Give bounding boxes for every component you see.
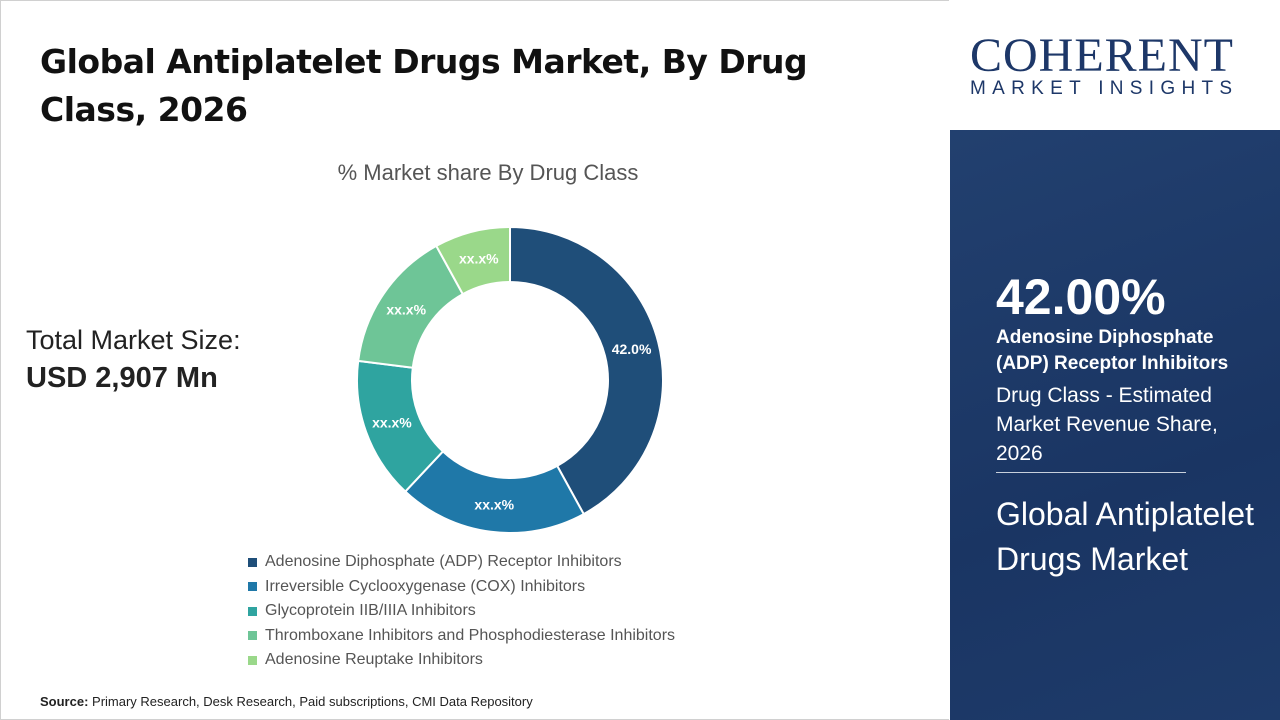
divider [996,472,1186,473]
data-label: xx.x% [474,497,514,513]
chart-title: % Market share By Drug Class [337,160,639,185]
legend-swatch [248,557,257,567]
legend-label: Adenosine Reuptake Inhibitors [265,651,483,669]
company-logo: COHERENT MARKET INSIGHTS [950,0,1280,130]
page-title: Global Antiplatelet Drugs Market, By Dru… [40,42,808,129]
source-label: Source: [40,694,89,709]
legend-label: Irreversible Cyclooxygenase (COX) Inhibi… [265,577,586,595]
legend-item: Adenosine Reuptake Inhibitors [248,648,675,673]
market-name: Global Antiplatelet Drugs Market [996,496,1254,577]
source-note: Source: Primary Research, Desk Research,… [40,694,533,709]
legend-item: Thromboxane Inhibitors and Phosphodieste… [248,624,675,649]
data-label: xx.x% [372,415,412,431]
source-text: Primary Research, Desk Research, Paid su… [88,694,533,709]
legend-label: Thromboxane Inhibitors and Phosphodieste… [265,626,676,644]
legend-item: Irreversible Cyclooxygenase (COX) Inhibi… [248,575,675,600]
data-label: xx.x% [386,301,426,317]
legend-swatch [248,606,257,616]
legend-swatch [248,582,257,592]
legend-label: Adenosine Diphosphate (ADP) Receptor Inh… [265,553,622,571]
legend-swatch [248,655,257,665]
legend: Adenosine Diphosphate (ADP) Receptor Inh… [248,550,675,673]
logo-wordmark: COHERENT [970,29,1234,82]
total-market-value: USD 2,907 Mn [26,362,218,394]
highlight-value: 42.00% [996,269,1166,325]
legend-item: Adenosine Diphosphate (ADP) Receptor Inh… [248,550,675,575]
data-label: 42.0% [612,341,652,357]
highlight-description: Drug Class - Estimated Market Revenue Sh… [996,384,1218,465]
legend-swatch [248,631,257,641]
highlight-panel: 42.00% Adenosine Diphosphate (ADP) Recep… [950,130,1280,720]
donut-slice [509,225,664,516]
donut-chart: 42.0% xx.x% xx.x% xx.x% xx.x% [356,225,664,534]
highlight-segment: Adenosine Diphosphate (ADP) Receptor Inh… [996,327,1229,374]
donut-slice [434,225,511,296]
total-market-label: Total Market Size: [26,325,241,355]
legend-item: Glycoprotein IIB/IIIA Inhibitors [248,599,675,624]
logo-tagline: MARKET INSIGHTS [970,78,1239,99]
data-label: xx.x% [459,250,499,266]
legend-label: Glycoprotein IIB/IIIA Inhibitors [265,602,476,620]
